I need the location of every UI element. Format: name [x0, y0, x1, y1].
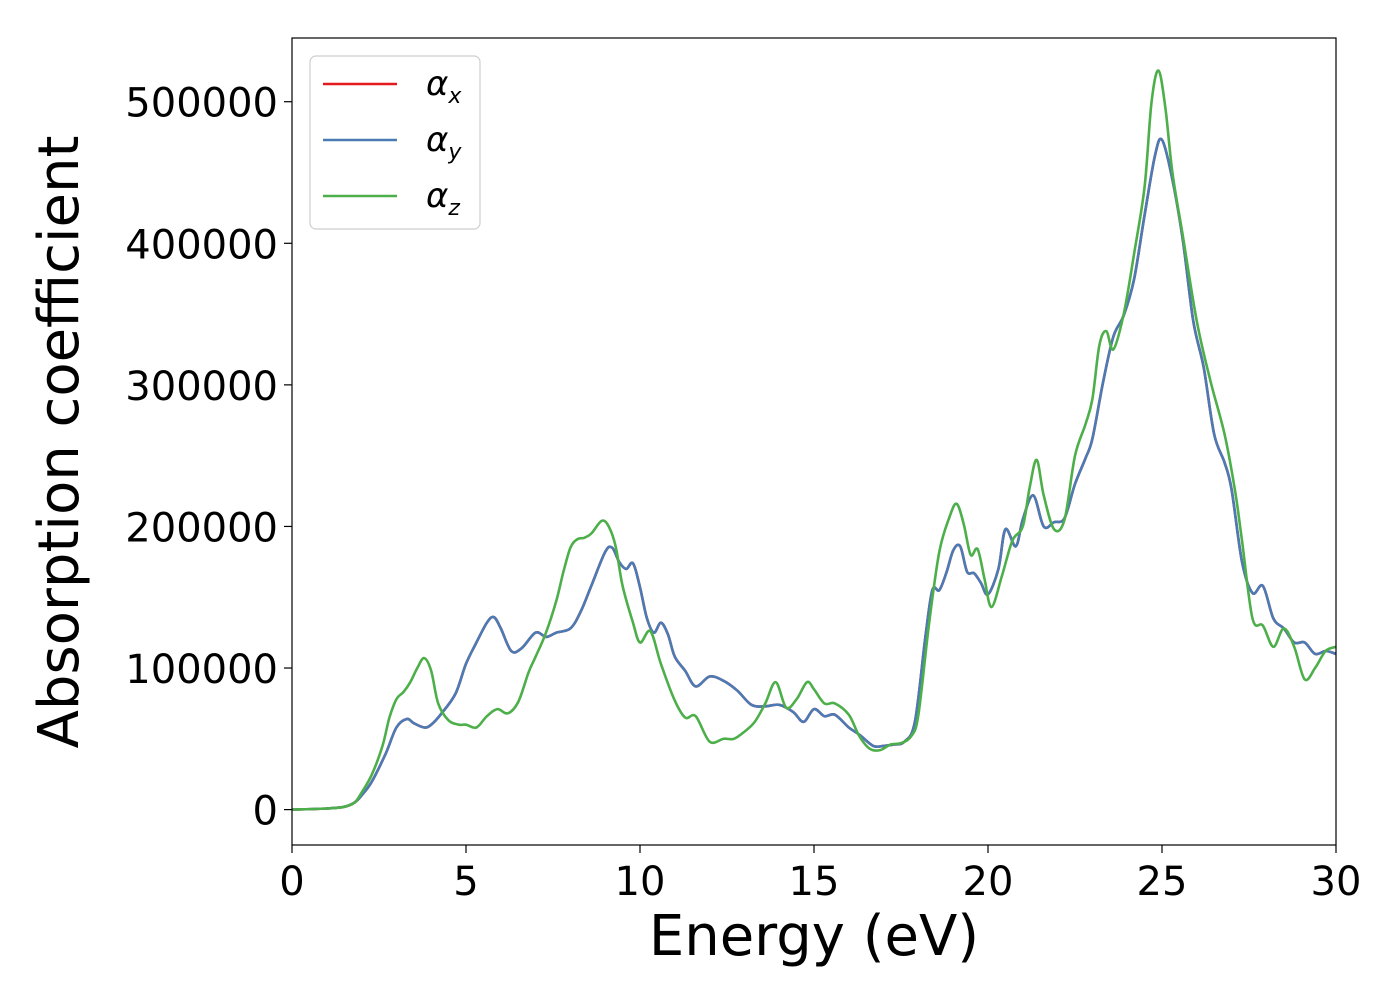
legend-symbol: α: [426, 176, 448, 216]
y-tick-label: 100000: [125, 647, 278, 693]
y-tick-label: 200000: [125, 505, 278, 551]
legend-label-y: αy: [426, 120, 462, 165]
y-tick-label: 400000: [125, 222, 278, 268]
x-tick-label: 10: [615, 859, 666, 905]
legend-subscript: y: [447, 140, 462, 165]
legend-subscript: x: [447, 84, 462, 109]
y-tick-label: 300000: [125, 364, 278, 410]
legend-symbol: α: [426, 64, 448, 104]
y-axis-title: Absorption coefficient: [27, 136, 92, 749]
x-tick-label: 15: [789, 859, 840, 905]
x-tick-label: 30: [1311, 859, 1362, 905]
x-axis: 0 5 10 15 20 25 30: [279, 845, 1361, 905]
series-layer: [292, 69, 1336, 811]
y-tick-label: 0: [253, 789, 278, 835]
series-line-y: [292, 137, 1336, 811]
legend-label-z: αz: [426, 176, 460, 221]
legend-subscript: z: [447, 196, 460, 221]
y-axis: 0 100000 200000 300000 400000 500000: [125, 81, 292, 835]
x-tick-label: 0: [279, 859, 304, 905]
x-tick-label: 20: [963, 859, 1014, 905]
x-tick-label: 25: [1137, 859, 1188, 905]
x-axis-title: Energy (eV): [649, 904, 979, 969]
legend-label-x: αx: [426, 64, 462, 109]
y-tick-label: 500000: [125, 81, 278, 127]
x-tick-label: 5: [453, 859, 478, 905]
legend-frame: [309, 55, 481, 230]
legend-symbol: α: [426, 120, 448, 160]
series-line-z: [292, 69, 1336, 811]
